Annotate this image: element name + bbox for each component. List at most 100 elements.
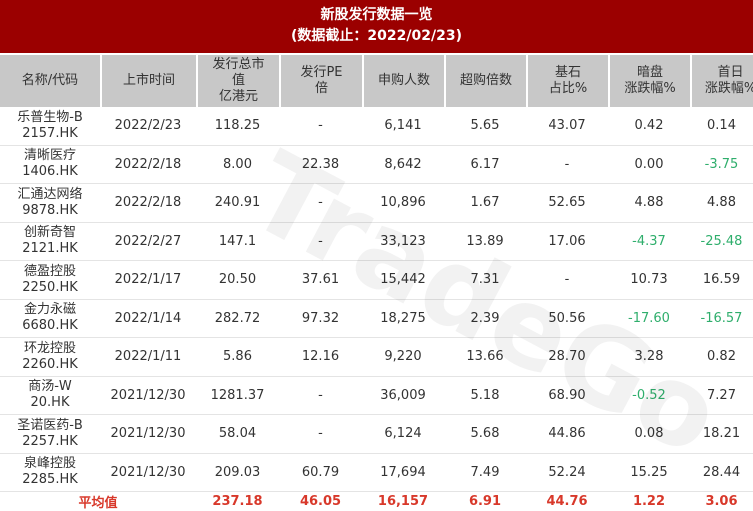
column-header: 上市时间 <box>102 55 196 107</box>
table-cell: 37.61 <box>301 272 340 288</box>
table-cell: 58.04 <box>218 426 257 442</box>
stock-name: 汇通达网络 <box>17 186 83 202</box>
table-cell: 5.18 <box>470 387 500 403</box>
table-cell: 43.07 <box>548 118 586 134</box>
stock-code: 2121.HK <box>22 241 78 257</box>
table-cell: 0.42 <box>634 118 664 134</box>
table-cell: 147.1 <box>218 233 257 249</box>
table-cell: 9,220 <box>384 349 422 365</box>
stock-code: 2285.HK <box>22 472 78 488</box>
column-header: 发行PE 倍 <box>281 55 362 107</box>
column-header: 首日 涨跌幅% <box>692 55 753 107</box>
table-cell: 22.38 <box>301 156 340 172</box>
table-cell: - <box>318 118 323 134</box>
table-row: 清晰医疗 1406.HK 2022/2/18 8.00 22.38 8,642 6.17 - 0… <box>0 146 753 184</box>
table-cell: 2021/12/30 <box>110 387 186 403</box>
average-label: 平均值 <box>78 496 118 511</box>
column-header: 暗盘 涨跌幅% <box>610 55 690 107</box>
stock-name-cell: 商汤-W 20.HK <box>0 379 100 411</box>
stock-name-cell: 金力永磁 6680.HK <box>0 302 100 334</box>
table-cell: 4.88 <box>634 195 664 211</box>
table-cell: - <box>564 272 570 288</box>
table-row: 金力永磁 6680.HK 2022/1/14 282.72 97.32 18,275 2.3… <box>0 300 753 338</box>
table-cell: 6,124 <box>384 426 422 442</box>
table-cell: 17.06 <box>548 233 586 249</box>
average-value: 46.05 <box>299 494 342 509</box>
table-cell: 2022/1/17 <box>114 272 182 288</box>
table-cell: 0.82 <box>707 349 736 365</box>
table-row: 创新奇智 2121.HK 2022/2/27 147.1 - 33,123 13.89 17.… <box>0 223 753 261</box>
table-cell: 240.91 <box>214 195 261 211</box>
average-value: 16,157 <box>377 494 429 509</box>
table-cell: 36,009 <box>380 387 426 403</box>
table-cell: 28.70 <box>548 349 586 365</box>
table-cell: - <box>318 233 323 249</box>
stock-name-cell: 泉峰控股 2285.HK <box>0 456 100 488</box>
stock-name: 德盈控股 <box>23 263 76 279</box>
stock-code: 20.HK <box>30 395 70 411</box>
table-cell: 3.28 <box>634 349 664 365</box>
table-cell: 5.65 <box>470 118 500 134</box>
table-cell: 18.21 <box>702 426 741 442</box>
table-cell: 68.90 <box>548 387 586 403</box>
table-cell: 1281.37 <box>210 387 265 403</box>
table-cell: -0.52 <box>632 387 666 403</box>
table-cell: - <box>318 426 323 442</box>
table-cell: 10,896 <box>380 195 426 211</box>
table-cell: 0.14 <box>707 118 736 134</box>
average-value: 3.06 <box>705 494 738 509</box>
table-cell: 6.17 <box>470 156 500 172</box>
stock-name-cell: 环龙控股 2260.HK <box>0 341 100 373</box>
table-cell: 5.68 <box>470 426 500 442</box>
table-cell: 10.73 <box>630 272 668 288</box>
column-header: 发行总市 值 亿港元 <box>198 55 279 107</box>
table-title: 新股发行数据一览 <box>320 7 433 23</box>
average-value: 6.91 <box>468 494 502 509</box>
table-cell: -16.57 <box>700 310 743 326</box>
stock-name-cell: 乐普生物-B 2157.HK <box>0 110 100 142</box>
table-row: 汇通达网络 9878.HK 2022/2/18 240.91 - 10,896 1.67 52… <box>0 184 753 223</box>
table-cell: 2.39 <box>470 310 500 326</box>
stock-name: 圣诺医药-B <box>17 417 83 433</box>
table-cell: 8.00 <box>223 156 252 172</box>
table-cell: 0.08 <box>634 426 664 442</box>
average-value: 44.76 <box>546 494 588 509</box>
table-row: 圣诺医药-B 2257.HK 2021/12/30 58.04 - 6,124 5.68 44… <box>0 415 753 454</box>
stock-name: 泉峰控股 <box>23 456 76 472</box>
column-header: 基石 占比% <box>528 55 608 107</box>
table-cell: 7.49 <box>470 464 500 480</box>
table-cell: 13.66 <box>466 349 504 365</box>
table-cell: 5.86 <box>223 349 252 365</box>
stock-name-cell: 清晰医疗 1406.HK <box>0 148 100 180</box>
table-cell: - <box>318 387 323 403</box>
table-cell: 118.25 <box>214 118 261 134</box>
table-subtitle: (数据截止：2022/02/23) <box>291 28 462 44</box>
table-cell: -3.75 <box>704 156 739 172</box>
stock-name-cell: 德盈控股 2250.HK <box>0 264 100 296</box>
table-title-banner: 新股发行数据一览 (数据截止：2022/02/23) <box>0 0 753 53</box>
table-row: 环龙控股 2260.HK 2022/1/11 5.86 12.16 9,220 13.66 2… <box>0 338 753 377</box>
table-cell: 2021/12/30 <box>110 464 186 480</box>
table-cell: 50.56 <box>548 310 586 326</box>
table-cell: 33,123 <box>380 233 426 249</box>
table-cell: 2022/2/18 <box>114 195 182 211</box>
stock-name: 创新奇智 <box>23 225 76 241</box>
average-value: 1.22 <box>632 494 666 509</box>
table-cell: 282.72 <box>214 310 261 326</box>
stock-name: 清晰医疗 <box>23 148 76 164</box>
table-cell: 0.00 <box>634 156 664 172</box>
table-cell: - <box>564 156 570 172</box>
table-cell: 13.89 <box>466 233 504 249</box>
table-cell: 52.24 <box>548 464 586 480</box>
column-header: 名称/代码 <box>0 55 100 107</box>
table-cell: 7.27 <box>707 387 736 403</box>
table-cell: 4.88 <box>707 195 736 211</box>
stock-code: 9878.HK <box>22 202 78 218</box>
table-cell: 97.32 <box>301 310 340 326</box>
stock-code: 1406.HK <box>22 164 78 180</box>
table-row: 商汤-W 20.HK 2021/12/30 1281.37 - 36,009 5.18 68.… <box>0 377 753 415</box>
table-cell: 2021/12/30 <box>110 426 186 442</box>
table-cell: 52.65 <box>548 195 586 211</box>
table-cell: 12.16 <box>301 349 340 365</box>
column-header: 申购人数 <box>364 55 444 107</box>
